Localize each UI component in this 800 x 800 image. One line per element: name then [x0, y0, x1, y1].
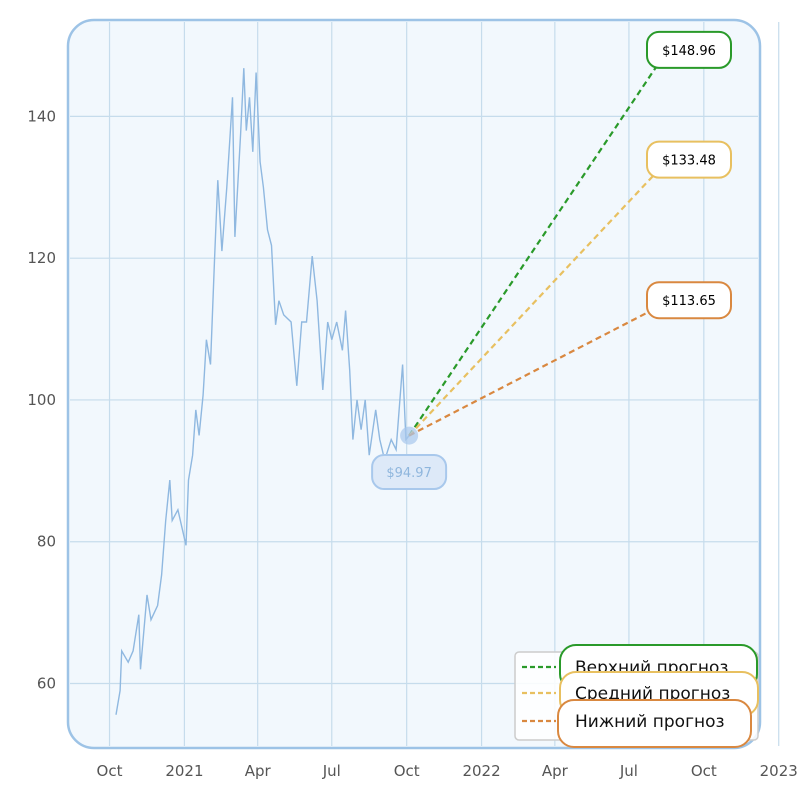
y-tick-label: 120 — [27, 249, 56, 267]
y-tick-label: 80 — [37, 533, 56, 551]
x-tick-label: 2023 — [760, 762, 798, 780]
y-tick-label: 60 — [37, 674, 56, 692]
plot-frame — [66, 18, 762, 750]
x-tick-label: Jul — [619, 762, 638, 780]
y-axis: 60 80 100 120 140 — [27, 107, 56, 692]
forecast-line-2 — [408, 302, 667, 437]
x-tick-label: Oct — [691, 762, 717, 780]
forecast-line-1 — [408, 161, 667, 437]
x-tick-label: 2021 — [165, 762, 203, 780]
x-tick-label: Jul — [322, 762, 341, 780]
x-tick-label: Oct — [394, 762, 420, 780]
series-layer — [115, 52, 667, 715]
forecast-value-label: $113.65 — [662, 294, 716, 309]
y-tick-label: 100 — [27, 391, 56, 409]
last-price-marker — [400, 426, 419, 445]
legend-label: Нижний прогноз — [575, 712, 725, 732]
last-price-box — [371, 454, 448, 490]
x-tick-label: Apr — [542, 762, 569, 780]
x-axis: Oct 2021 Apr Jul Oct 2022 Apr Jul Oct 2023 — [97, 762, 798, 780]
x-tick-label: 2022 — [462, 762, 500, 780]
x-tick-label: Oct — [97, 762, 123, 780]
forecast-value-label: $133.48 — [662, 154, 716, 169]
forecast-value-box — [646, 30, 732, 69]
forecast-value-box — [646, 140, 732, 179]
legend-label-box — [557, 699, 752, 748]
y-tick-label: 140 — [27, 107, 56, 125]
last-price-label: $94.97 — [386, 466, 432, 481]
forecast-line-0 — [408, 52, 667, 437]
forecast-value-label: $148.96 — [662, 44, 716, 59]
history-price-line — [115, 68, 410, 715]
x-tick-label: Apr — [245, 762, 272, 780]
value-labels: $148.96 $133.48 $113.65 $94.97 — [371, 30, 732, 490]
forecast-value-box — [646, 281, 732, 320]
